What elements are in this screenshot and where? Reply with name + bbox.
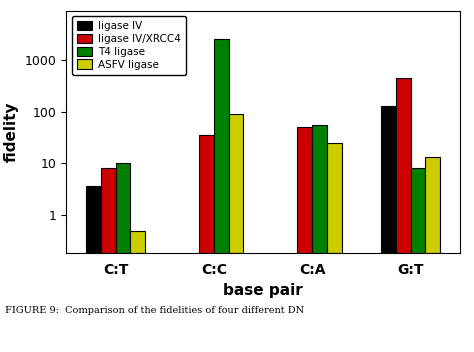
Y-axis label: fidelity: fidelity xyxy=(4,102,19,162)
Bar xyxy=(381,106,396,253)
Bar xyxy=(130,231,145,253)
Bar xyxy=(312,125,327,253)
X-axis label: base pair: base pair xyxy=(223,283,303,298)
Bar xyxy=(116,163,130,253)
Bar xyxy=(214,39,228,253)
Legend: ligase IV, ligase IV/XRCC4, T4 ligase, ASFV ligase: ligase IV, ligase IV/XRCC4, T4 ligase, A… xyxy=(72,16,186,75)
Bar xyxy=(425,157,440,253)
Bar xyxy=(228,114,244,253)
Text: FIGURE 9:  Comparison of the fidelities of four different DN: FIGURE 9: Comparison of the fidelities o… xyxy=(5,306,304,315)
Bar xyxy=(86,186,101,253)
Bar xyxy=(101,168,116,253)
Bar xyxy=(410,168,425,253)
Bar xyxy=(298,127,312,253)
Bar xyxy=(396,78,410,253)
Bar xyxy=(327,143,342,253)
Bar xyxy=(199,135,214,253)
